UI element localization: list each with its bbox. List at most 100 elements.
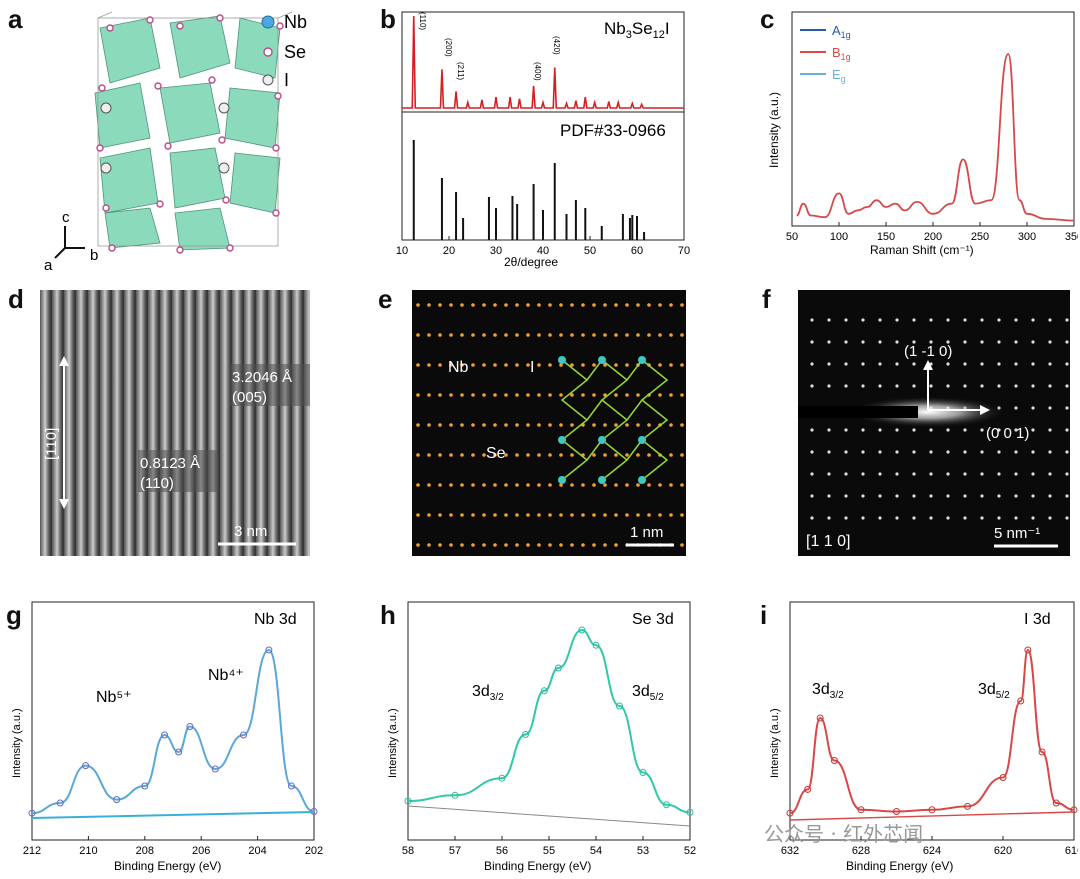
atom-column xyxy=(625,513,629,517)
atom-column xyxy=(669,303,673,307)
diffraction-spot xyxy=(1065,318,1069,322)
diffraction-spot xyxy=(827,318,831,322)
diffraction-spot xyxy=(912,428,916,432)
diffraction-spot xyxy=(1031,340,1035,344)
atom-column xyxy=(504,423,508,427)
diffraction-spot xyxy=(878,472,882,476)
diffraction-spot xyxy=(895,472,899,476)
xps-i-x-ticks: 632 628 624 620 616 xyxy=(781,836,1080,857)
crystal-structure-figure: c b a Nb Se I xyxy=(44,11,307,274)
peak-label-400: (400) xyxy=(533,62,542,81)
atom-column xyxy=(603,453,607,457)
i-point xyxy=(928,806,936,814)
x-tick-label: 204 xyxy=(248,845,266,857)
atom-column xyxy=(493,543,497,547)
atom-column xyxy=(416,333,420,337)
se-point xyxy=(554,664,562,672)
legend-nb: Nb xyxy=(284,12,307,32)
x-tick-label: 50 xyxy=(584,245,596,257)
atom-column xyxy=(438,483,442,487)
x-tick-label: 56 xyxy=(496,845,508,857)
diffraction-spot xyxy=(1048,450,1052,454)
raman-x-label: Raman Shift (cm⁻¹) xyxy=(870,243,974,257)
i-point xyxy=(964,802,971,810)
saed-zone-axis: [1 1 0] xyxy=(806,533,850,550)
atom-column xyxy=(493,363,497,367)
saed-scale-bar: 5 nm⁻¹ xyxy=(994,525,1040,542)
atom-column xyxy=(559,483,563,487)
atom-column xyxy=(636,423,640,427)
atom-column xyxy=(592,393,596,397)
peak-label-110: (110) xyxy=(418,12,427,30)
atom-column xyxy=(537,303,541,307)
x-tick-label: 300 xyxy=(1018,231,1036,243)
atom-column xyxy=(526,453,530,457)
diffraction-spot xyxy=(1065,494,1069,498)
atom-column xyxy=(504,303,508,307)
i-point xyxy=(1017,697,1025,705)
x-tick-label: 60 xyxy=(631,245,643,257)
nb-point xyxy=(161,731,169,739)
se-point xyxy=(522,731,529,738)
atom-column xyxy=(614,393,618,397)
diffraction-spot xyxy=(997,516,1001,520)
atom-column xyxy=(526,333,530,337)
i-point xyxy=(1052,799,1060,807)
atom-column xyxy=(636,483,640,487)
atom-column xyxy=(559,393,563,397)
nb-point xyxy=(28,809,36,817)
x-tick-label: 58 xyxy=(402,845,414,857)
atom-column xyxy=(504,543,508,547)
xps-se-y-label: Intensity (a.u.) xyxy=(387,708,399,778)
panel-label-d: d xyxy=(8,284,24,314)
atom-column xyxy=(493,423,497,427)
atom-column xyxy=(515,513,519,517)
atom-column xyxy=(548,543,552,547)
atom-column xyxy=(625,423,629,427)
diffraction-spot xyxy=(929,318,933,322)
x-tick-label: 52 xyxy=(684,845,696,857)
atom-column xyxy=(603,393,607,397)
x-tick-label: 206 xyxy=(192,845,210,857)
atom-column xyxy=(592,333,596,337)
atom-column xyxy=(471,453,475,457)
diffraction-spot xyxy=(946,494,950,498)
diffraction-spot xyxy=(844,384,848,388)
atom-column xyxy=(471,363,475,367)
xps-nb-series xyxy=(28,646,318,819)
xps-se-title: Se 3d xyxy=(632,611,674,628)
diffraction-spot xyxy=(895,384,899,388)
xps-nb-chart: 212 210 208 206 204 202 Nb 3d Nb⁵⁺ Nb⁴⁺ Inten… xyxy=(11,601,323,873)
diffraction-spot xyxy=(895,362,899,366)
atom-legend: Nb Se I xyxy=(261,12,307,90)
atom-column xyxy=(482,453,486,457)
panel-label-i: i xyxy=(760,600,768,630)
atom-column xyxy=(680,453,684,457)
se-point xyxy=(686,808,694,816)
i-point xyxy=(999,774,1007,781)
atom-column xyxy=(625,483,629,487)
atom-column xyxy=(570,303,574,307)
nb-point xyxy=(56,799,64,807)
diffraction-spot xyxy=(1065,384,1069,388)
diffraction-spot xyxy=(963,362,967,366)
atom-column xyxy=(515,543,519,547)
diffraction-spot xyxy=(912,450,916,454)
atom-column xyxy=(460,363,464,367)
diffraction-spot xyxy=(1065,472,1069,476)
nb-point xyxy=(175,748,183,756)
diffraction-spot xyxy=(861,516,865,520)
atom-column xyxy=(570,453,574,457)
atom-column xyxy=(515,423,519,427)
x-tick-label: 632 xyxy=(781,845,799,857)
atom-column xyxy=(603,483,607,487)
diffraction-spot xyxy=(861,340,865,344)
atom-column xyxy=(581,483,585,487)
x-tick-label: 40 xyxy=(537,245,549,257)
atom-column xyxy=(559,363,563,367)
diffraction-spot xyxy=(844,340,848,344)
diffraction-spot xyxy=(895,516,899,520)
diffraction-spot xyxy=(1048,406,1052,410)
atom-column xyxy=(471,513,475,517)
diffraction-spot xyxy=(861,472,865,476)
